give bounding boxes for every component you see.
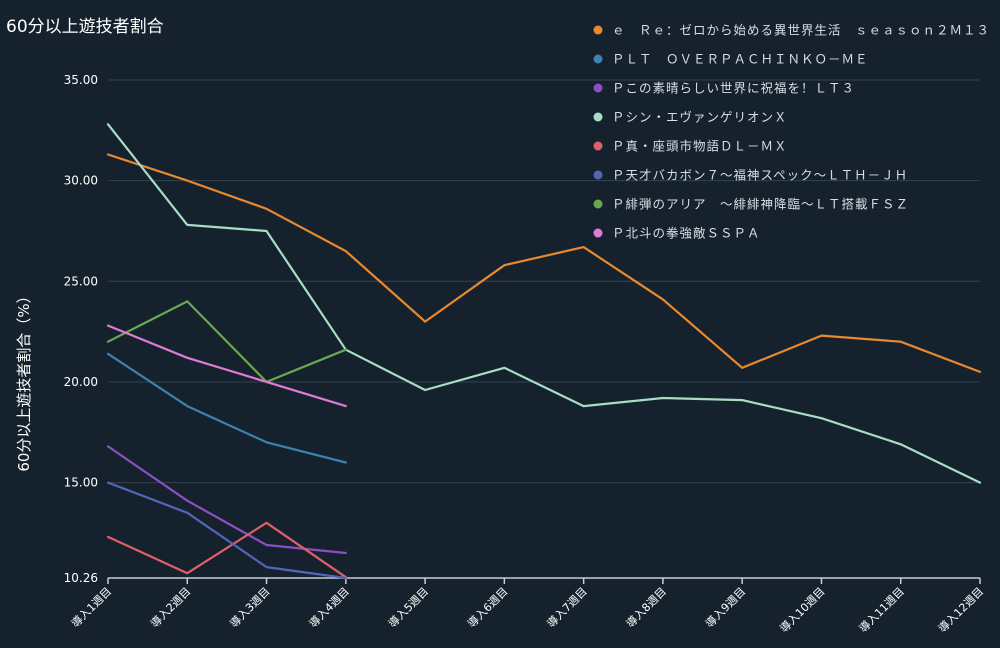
x-tick-label: 導入3週目	[227, 584, 273, 630]
series-line	[106, 521, 347, 579]
series-lines	[106, 123, 982, 580]
legend-marker	[593, 141, 603, 151]
x-tick-label: 導入8週目	[623, 584, 669, 630]
legend-label: Ｐ天才バカボン７～福神スペック～ＬＴＨ－ＪＨ	[612, 168, 908, 183]
series-line	[106, 123, 982, 484]
legend-marker	[593, 112, 603, 122]
x-tick-label: 導入2週目	[147, 584, 193, 630]
x-tick-label: 導入5週目	[385, 584, 431, 630]
legend-marker	[593, 199, 603, 209]
legend-item: Ｐシン・エヴァンゲリオンＸ	[593, 110, 788, 125]
legend-item: Ｐ真・座頭市物語ＤＬ－ＭＸ	[593, 139, 788, 154]
legend-label: Ｐシン・エヴァンゲリオンＸ	[612, 110, 788, 125]
legend-item: ｅ Ｒｅ：ゼロから始める異世界生活 ｓｅａｓｏｎ２Ｍ１３	[593, 23, 990, 38]
x-tick-label: 導入12週目	[935, 584, 986, 635]
legend-label: Ｐ緋弾のアリア ～緋緋神降臨～ＬＴ搭載ＦＳＺ	[612, 197, 909, 212]
legend-marker	[593, 228, 603, 238]
legend-label: Ｐこの素晴らしい世界に祝福を！ＬＴ３	[612, 81, 855, 96]
series-line	[106, 481, 347, 580]
y-tick-label: 30.00	[64, 174, 98, 188]
legend-label: ＰＬＴ ＯＶＥＲＰＡＣＨＩＮＫＯ－ＭＥ	[612, 52, 869, 67]
legend-item: ＰＬＴ ＯＶＥＲＰＡＣＨＩＮＫＯ－ＭＥ	[593, 52, 869, 67]
series-line	[106, 153, 982, 373]
chart-title: 60分以上遊技者割合	[6, 17, 164, 37]
series-line	[106, 445, 347, 555]
y-tick-label: 20.00	[64, 375, 98, 389]
y-tick-label: 25.00	[64, 274, 98, 288]
x-tick-label: 導入6週目	[465, 584, 511, 630]
legend-item: Ｐ北斗の拳強敵ＳＳＰＡ	[593, 226, 761, 241]
y-tick-label: 35.00	[64, 73, 98, 87]
grid-lines	[108, 79, 980, 484]
x-tick-label: 導入10週目	[777, 584, 828, 635]
x-tick-label: 導入11週目	[856, 584, 907, 635]
y-axis-label: 60分以上遊技者割合（%）	[15, 288, 33, 471]
legend-label: Ｐ北斗の拳強敵ＳＳＰＡ	[612, 226, 761, 241]
legend-label: ｅ Ｒｅ：ゼロから始める異世界生活 ｓｅａｓｏｎ２Ｍ１３	[612, 23, 990, 38]
legend-label: Ｐ真・座頭市物語ＤＬ－ＭＸ	[612, 139, 788, 154]
x-tick-label: 導入7週目	[544, 584, 590, 630]
legend-marker	[593, 25, 603, 35]
legend-marker	[593, 170, 603, 180]
y-tick-label: 15.00	[64, 476, 98, 490]
legend-item: Ｐこの素晴らしい世界に祝福を！ＬＴ３	[593, 81, 855, 96]
x-tick-label: 導入4週目	[306, 584, 352, 630]
y-tick-label: 10.26	[64, 571, 98, 585]
x-tick-label: 導入1週目	[68, 584, 114, 630]
x-tick-label: 導入9週目	[702, 584, 748, 630]
legend-item: Ｐ天才バカボン７～福神スペック～ＬＴＨ－ＪＨ	[593, 168, 908, 183]
legend-item: Ｐ緋弾のアリア ～緋緋神降臨～ＬＴ搭載ＦＳＺ	[593, 197, 909, 212]
legend: ｅ Ｒｅ：ゼロから始める異世界生活 ｓｅａｓｏｎ２Ｍ１３ ＰＬＴ ＯＶＥＲＰＡＣＨ…	[593, 23, 990, 241]
legend-marker	[593, 54, 603, 64]
series-line	[106, 352, 347, 464]
series-line	[106, 300, 347, 383]
legend-marker	[593, 83, 603, 93]
series-line	[106, 324, 347, 408]
